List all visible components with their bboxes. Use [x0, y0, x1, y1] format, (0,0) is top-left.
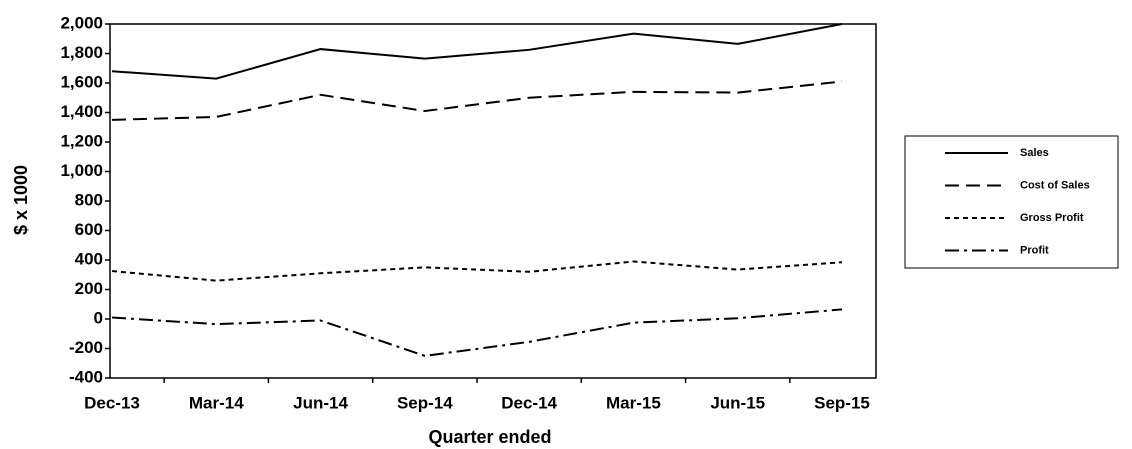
- y-tick-label: 1,200: [60, 131, 103, 150]
- x-tick-label: Jun-14: [293, 393, 348, 412]
- x-tick-label: Dec-14: [501, 393, 557, 412]
- legend-label: Cost of Sales: [1020, 179, 1090, 191]
- x-tick-label: Dec-13: [84, 393, 140, 412]
- y-tick-label: -200: [69, 338, 103, 357]
- legend-box: [904, 135, 1119, 269]
- x-tick-label: Mar-15: [606, 393, 661, 412]
- x-tick-label: Sep-14: [397, 393, 453, 412]
- legend-label: Gross Profit: [1020, 212, 1084, 224]
- series-line: [111, 308, 843, 357]
- y-tick-label: 1,600: [60, 72, 103, 91]
- series-line: [111, 23, 843, 80]
- y-tick-label: 600: [75, 220, 103, 239]
- legend-label: Sales: [1020, 147, 1049, 159]
- y-tick-label: -400: [69, 367, 103, 386]
- series-line: [111, 260, 843, 282]
- y-tick-label: 0: [94, 308, 103, 327]
- y-tick-label: 1,800: [60, 43, 103, 62]
- x-axis-label: Quarter ended: [428, 427, 551, 447]
- y-tick-label: 200: [75, 279, 103, 298]
- series-line: [111, 80, 843, 121]
- x-tick-label: Jun-15: [710, 393, 765, 412]
- y-tick-label: 800: [75, 190, 103, 209]
- x-tick-label: Sep-15: [814, 393, 870, 412]
- y-tick-label: 1,000: [60, 161, 103, 180]
- y-tick-label: 1,400: [60, 102, 103, 121]
- legend-label: Profit: [1020, 244, 1049, 256]
- y-axis-label: $ x 1000: [11, 165, 31, 235]
- x-tick-label: Mar-14: [189, 393, 244, 412]
- y-tick-label: 400: [75, 249, 103, 268]
- y-tick-label: 2,000: [60, 13, 103, 32]
